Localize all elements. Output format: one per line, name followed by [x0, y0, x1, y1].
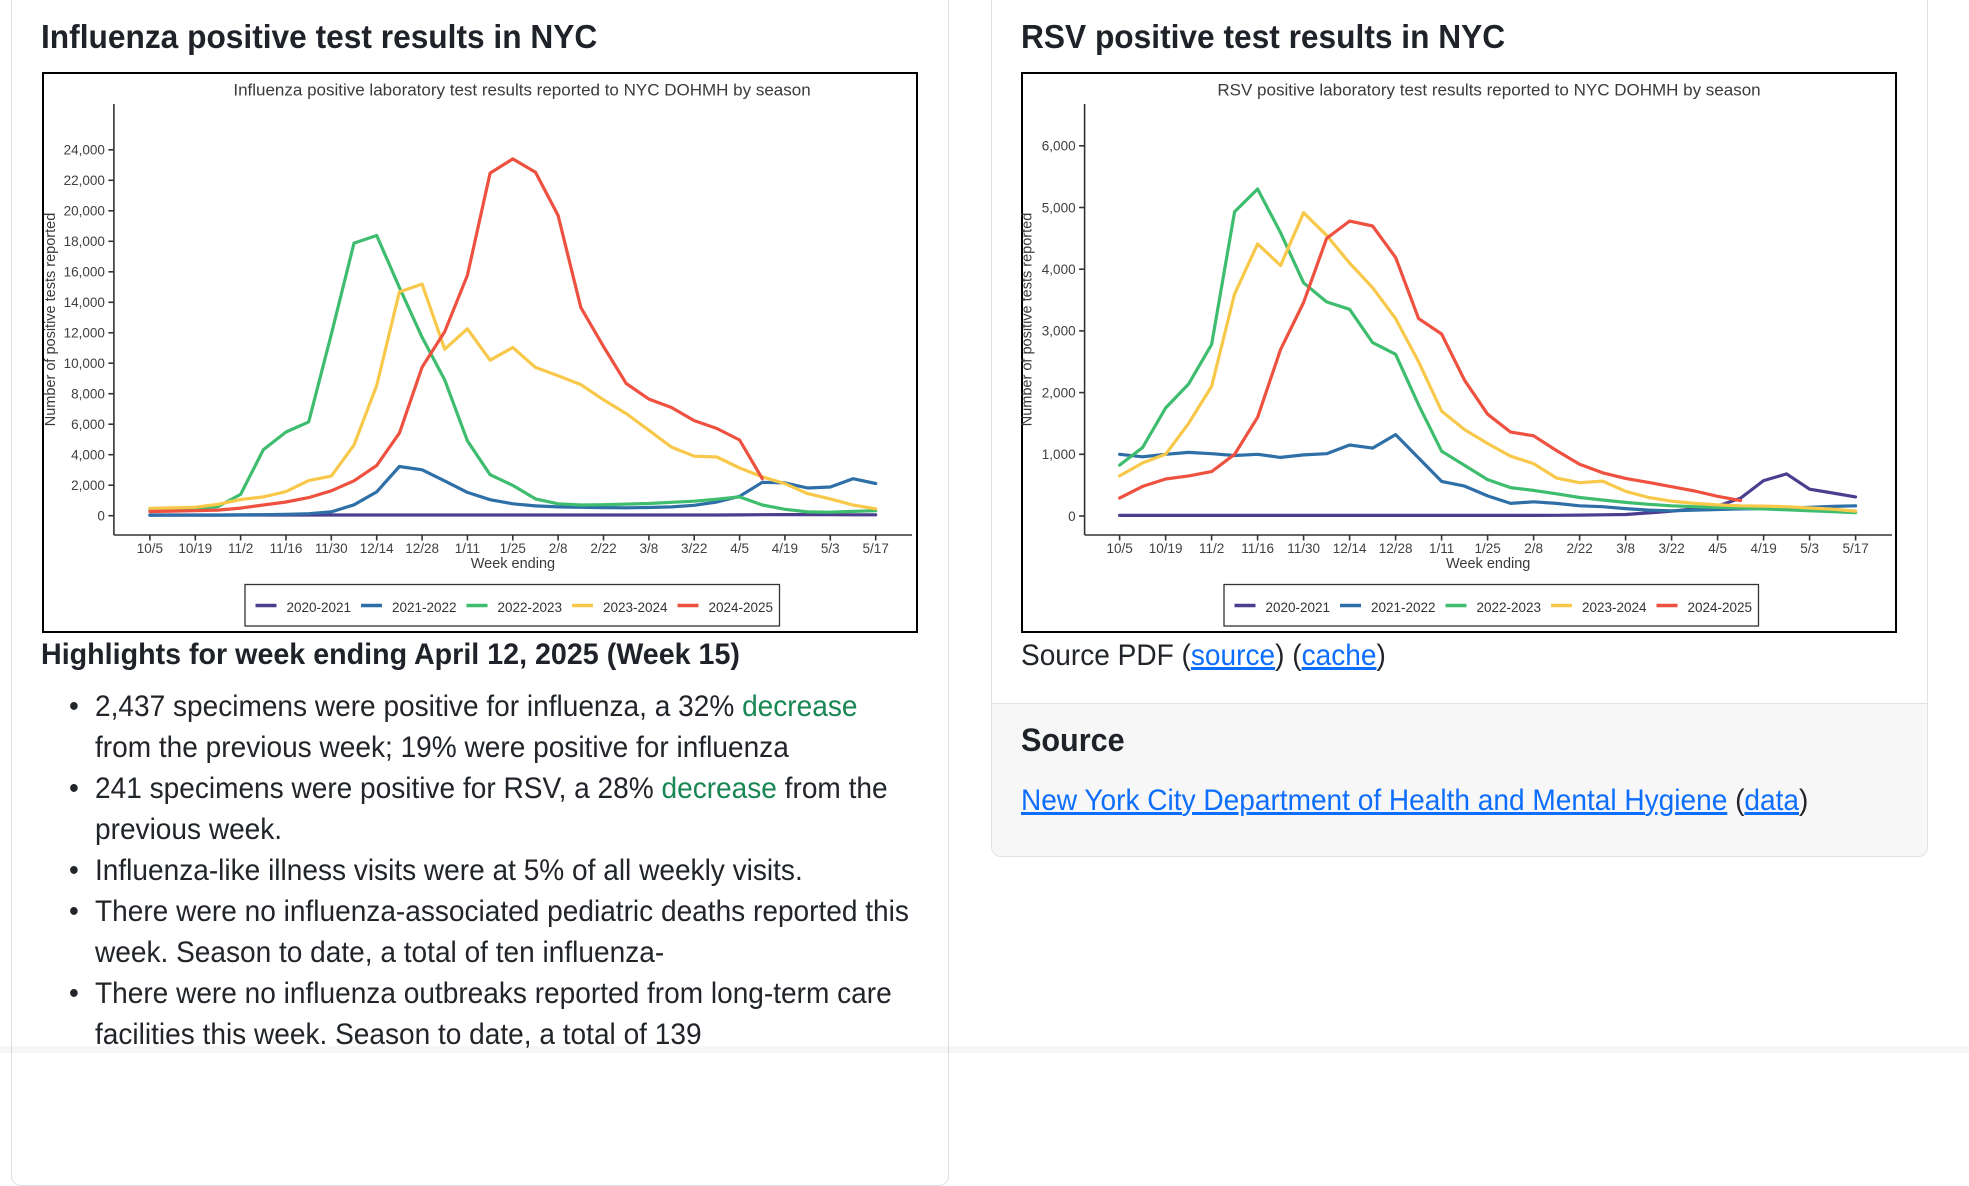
svg-text:0: 0 [97, 508, 105, 523]
svg-text:11/2: 11/2 [1199, 541, 1224, 556]
svg-text:4,000: 4,000 [1042, 262, 1076, 277]
svg-text:11/2: 11/2 [227, 541, 252, 556]
svg-text:2024-2025: 2024-2025 [1688, 600, 1753, 615]
svg-text:Week ending: Week ending [470, 556, 554, 572]
svg-text:4/19: 4/19 [1750, 541, 1776, 556]
svg-text:10,000: 10,000 [63, 356, 104, 371]
svg-text:2/22: 2/22 [590, 541, 616, 556]
svg-text:2/22: 2/22 [1566, 541, 1592, 556]
svg-text:2023-2024: 2023-2024 [603, 600, 668, 615]
svg-text:5/3: 5/3 [1800, 541, 1819, 556]
svg-text:2,000: 2,000 [71, 478, 105, 493]
svg-text:1/11: 1/11 [454, 541, 479, 556]
svg-text:20,000: 20,000 [63, 203, 104, 218]
svg-text:4/5: 4/5 [730, 541, 749, 556]
svg-text:0: 0 [1068, 508, 1076, 523]
svg-text:5/17: 5/17 [862, 541, 888, 556]
svg-text:10/5: 10/5 [136, 541, 162, 556]
svg-text:2022-2023: 2022-2023 [1477, 600, 1542, 615]
svg-text:2021-2022: 2021-2022 [392, 600, 457, 615]
svg-text:18,000: 18,000 [63, 234, 104, 249]
svg-text:1,000: 1,000 [1042, 447, 1076, 462]
svg-text:Number of positive tests repor: Number of positive tests reported [1021, 212, 1036, 426]
svg-text:1/25: 1/25 [1474, 541, 1500, 556]
svg-text:10/19: 10/19 [1149, 541, 1183, 556]
svg-text:11/16: 11/16 [1241, 541, 1274, 556]
svg-text:2020-2021: 2020-2021 [1266, 600, 1331, 615]
svg-text:2/8: 2/8 [548, 541, 567, 556]
svg-text:10/19: 10/19 [178, 541, 212, 556]
svg-text:16,000: 16,000 [63, 264, 104, 279]
svg-text:3/8: 3/8 [639, 541, 658, 556]
svg-text:Week ending: Week ending [1446, 556, 1530, 572]
svg-text:2022-2023: 2022-2023 [497, 600, 562, 615]
svg-text:12,000: 12,000 [63, 325, 104, 340]
svg-text:2,000: 2,000 [1042, 385, 1076, 400]
svg-text:12/28: 12/28 [405, 541, 439, 556]
svg-text:12/28: 12/28 [1379, 541, 1413, 556]
svg-text:2024-2025: 2024-2025 [708, 600, 773, 615]
svg-text:2/8: 2/8 [1524, 541, 1543, 556]
svg-text:22,000: 22,000 [63, 173, 104, 188]
svg-text:3/22: 3/22 [681, 541, 707, 556]
svg-text:3,000: 3,000 [1042, 323, 1076, 338]
svg-text:2021-2022: 2021-2022 [1371, 600, 1436, 615]
svg-text:11/30: 11/30 [1287, 541, 1320, 556]
svg-text:24,000: 24,000 [63, 142, 104, 157]
svg-text:1/11: 1/11 [1429, 541, 1454, 556]
svg-text:2023-2024: 2023-2024 [1582, 600, 1647, 615]
svg-text:2020-2021: 2020-2021 [286, 600, 351, 615]
svg-text:6,000: 6,000 [1042, 138, 1076, 153]
svg-text:RSV positive laboratory test r: RSV positive laboratory test results rep… [1217, 80, 1760, 99]
svg-text:1/25: 1/25 [499, 541, 525, 556]
svg-text:12/14: 12/14 [359, 541, 393, 556]
svg-text:12/14: 12/14 [1333, 541, 1367, 556]
svg-text:4/5: 4/5 [1708, 541, 1727, 556]
svg-text:6,000: 6,000 [71, 417, 105, 432]
svg-text:14,000: 14,000 [63, 295, 104, 310]
svg-text:Influenza positive laboratory: Influenza positive laboratory test resul… [233, 80, 810, 99]
svg-text:3/8: 3/8 [1616, 541, 1635, 556]
svg-text:5/17: 5/17 [1842, 541, 1868, 556]
svg-text:4,000: 4,000 [71, 447, 105, 462]
svg-text:4/19: 4/19 [771, 541, 797, 556]
svg-text:8,000: 8,000 [71, 386, 105, 401]
svg-text:5,000: 5,000 [1042, 200, 1076, 215]
svg-text:Number of positive tests repor: Number of positive tests reported [43, 212, 59, 426]
svg-text:5/3: 5/3 [820, 541, 839, 556]
svg-text:3/22: 3/22 [1658, 541, 1684, 556]
svg-text:11/30: 11/30 [314, 541, 347, 556]
svg-text:10/5: 10/5 [1106, 541, 1132, 556]
svg-text:11/16: 11/16 [269, 541, 302, 556]
